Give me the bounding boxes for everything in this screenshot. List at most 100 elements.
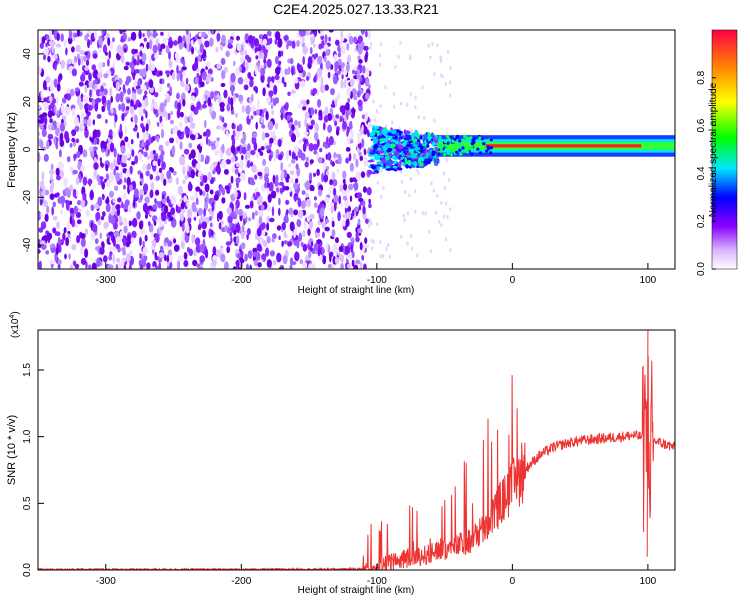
transition-cell [390, 129, 397, 135]
transition-cell [384, 152, 389, 156]
noise-cell [324, 34, 328, 44]
noise-cell [330, 201, 334, 208]
noise-cell [296, 167, 301, 177]
noise-cell [269, 250, 275, 257]
noise-cell [319, 84, 326, 93]
noise-cell [267, 193, 272, 203]
noise-cell [365, 30, 368, 38]
noise-cell [160, 31, 164, 36]
noise-cell [264, 132, 270, 138]
noise-cell [274, 122, 279, 130]
noise-cell [72, 188, 77, 198]
noise-cell [330, 206, 334, 214]
noise-cell [146, 42, 150, 50]
noise-cell [255, 251, 261, 261]
spectrogram-xlabel: Height of straight line (km) [298, 285, 415, 296]
noise-cell [144, 196, 150, 204]
noise-cell [153, 102, 158, 110]
noise-cell [209, 207, 212, 216]
faint-cell [423, 116, 426, 120]
signal-band-core [485, 144, 642, 148]
noise-cell [146, 262, 151, 269]
noise-cell [260, 67, 266, 76]
noise-cell [345, 245, 350, 256]
noise-cell [284, 186, 290, 191]
noise-cell [281, 221, 286, 231]
noise-cell [337, 58, 342, 66]
noise-cell [43, 103, 49, 111]
noise-cell [303, 138, 309, 144]
noise-cell [213, 233, 217, 242]
noise-cell [339, 39, 343, 49]
noise-cell [268, 181, 274, 192]
noise-cell [311, 185, 315, 191]
noise-cell [301, 190, 306, 196]
noise-cell [327, 71, 331, 79]
noise-cell [113, 147, 117, 158]
signal-onset-cell [444, 140, 448, 144]
x-tick-label: 0 [510, 275, 516, 286]
noise-cell [158, 222, 164, 228]
noise-cell [170, 167, 174, 173]
noise-cell [185, 223, 190, 234]
faint-cell [378, 62, 381, 67]
noise-cell [199, 189, 203, 196]
noise-cell [270, 104, 274, 110]
noise-cell [262, 38, 268, 46]
noise-cell [147, 163, 151, 171]
noise-cell [125, 169, 131, 177]
noise-cell [134, 114, 138, 125]
noise-cell [168, 51, 171, 60]
noise-cell [230, 144, 236, 154]
faint-cell [439, 56, 443, 61]
noise-cell [355, 206, 359, 212]
noise-cell [359, 155, 364, 161]
noise-cell [132, 217, 138, 228]
noise-cell [55, 167, 60, 176]
noise-cell [49, 259, 55, 265]
noise-cell [121, 113, 125, 122]
noise-cell [41, 171, 45, 181]
noise-cell [164, 99, 167, 107]
noise-cell [71, 46, 75, 53]
noise-cell [113, 158, 117, 167]
signal-onset-cell [453, 137, 457, 141]
noise-cell [188, 142, 193, 149]
noise-cell [183, 195, 188, 203]
noise-cell [327, 152, 332, 161]
noise-cell [294, 195, 299, 201]
noise-cell [179, 121, 183, 128]
noise-cell [88, 178, 92, 187]
transition-cell [372, 149, 376, 154]
noise-cell [199, 181, 204, 187]
noise-cell [143, 183, 149, 193]
noise-cell [184, 84, 190, 92]
noise-cell [132, 73, 136, 81]
noise-cell [339, 185, 344, 192]
noise-cell [351, 250, 355, 259]
noise-cell [52, 201, 56, 208]
noise-cell [160, 150, 165, 157]
noise-cell [116, 257, 121, 263]
noise-cell [253, 259, 259, 267]
noise-cell [274, 74, 280, 80]
noise-cell [230, 72, 236, 83]
noise-cell [255, 151, 260, 159]
noise-cell [188, 181, 192, 191]
noise-cell [306, 99, 310, 105]
noise-cell [110, 40, 114, 51]
noise-cell [247, 250, 253, 259]
noise-cell [101, 211, 106, 217]
signal-onset-cell [458, 142, 462, 146]
noise-cell [208, 139, 211, 147]
noise-cell [240, 172, 246, 181]
noise-cell [357, 132, 362, 138]
faint-cell [375, 109, 379, 113]
noise-cell [124, 136, 129, 143]
noise-cell [96, 257, 101, 268]
noise-cell [260, 204, 265, 211]
noise-cell [92, 223, 98, 233]
noise-cell [38, 131, 41, 137]
noise-cell [94, 238, 99, 245]
y-tick-label: 1.0 [22, 429, 33, 443]
